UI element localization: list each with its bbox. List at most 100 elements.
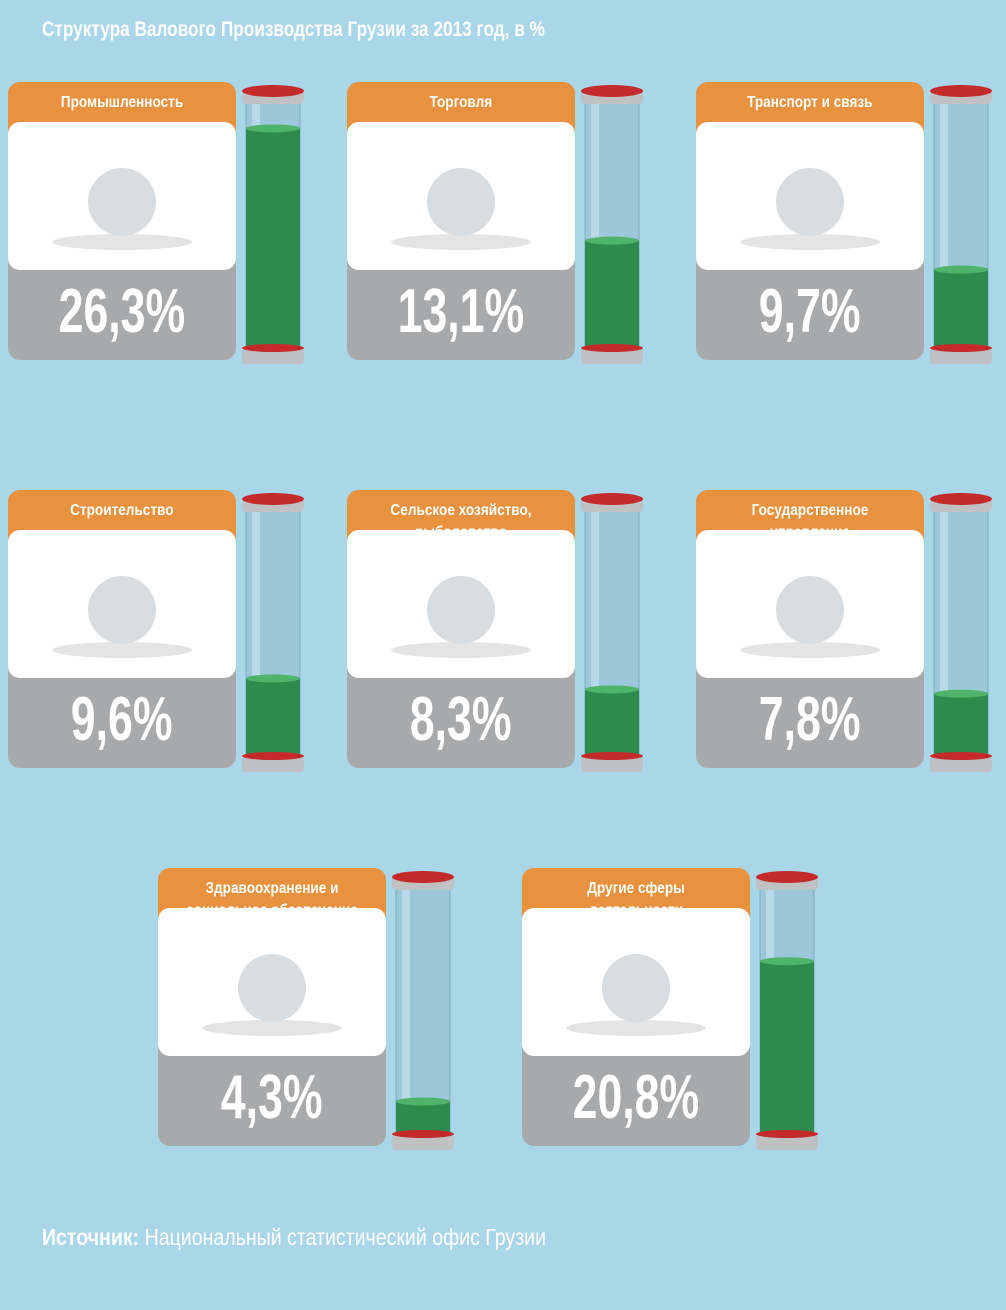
card: Промышленность 26,3% [8, 82, 236, 360]
tube-cap-bottom-red [581, 752, 643, 760]
source-label: Источник: [42, 1224, 140, 1250]
tube-cap-bottom-red [756, 1130, 818, 1138]
icon [391, 576, 531, 658]
card-image [8, 122, 236, 270]
tube-shine [402, 886, 410, 1138]
tube [581, 85, 643, 364]
tube-cap-top-red [581, 493, 643, 505]
tube-fill [585, 240, 639, 352]
tube-fill-top [246, 674, 300, 683]
icon-shadow [52, 642, 192, 658]
tube-cap-top-red [392, 871, 454, 883]
icon-shadow [740, 642, 880, 658]
tube-cap-bottom-red [242, 752, 304, 760]
value-label-box: 7,8% [696, 682, 924, 758]
tube [756, 871, 818, 1150]
source-text: Национальный статистический офис Грузии [144, 1224, 546, 1250]
icon-shadow [202, 1020, 342, 1036]
value-label-box: 26,3% [8, 274, 236, 350]
card-image [696, 122, 924, 270]
value-label-box: 4,3% [158, 1060, 386, 1136]
value-label-box: 9,6% [8, 682, 236, 758]
tube-cap-bottom [930, 756, 992, 772]
card-image [696, 530, 924, 678]
tube-cap-bottom [581, 756, 643, 772]
tube-cap-top-red [581, 85, 643, 97]
icon-shape [776, 168, 844, 236]
tube-fill [760, 961, 814, 1138]
value-label: 26,3% [58, 277, 186, 346]
card-image [522, 908, 750, 1056]
icon-shape [427, 168, 495, 236]
card-image [158, 908, 386, 1056]
category-label: Торговля [429, 94, 493, 111]
tube-cap-bottom-red [392, 1130, 454, 1138]
icon [740, 576, 880, 658]
icon [566, 954, 706, 1036]
icon-shape [238, 954, 306, 1022]
tube-cap-bottom-red [930, 344, 992, 352]
tube-fill [934, 693, 988, 760]
icon [740, 168, 880, 250]
tube-fill-top [760, 957, 814, 966]
tube-cap-bottom [392, 1134, 454, 1150]
tube-shine [940, 100, 948, 352]
tube-shine [252, 508, 260, 760]
tube-cap-bottom [242, 756, 304, 772]
icon-shadow [566, 1020, 706, 1036]
tube-fill [246, 128, 300, 352]
title: Структура Валового Производства Грузии з… [42, 18, 545, 41]
value-label-box: 13,1% [347, 274, 575, 350]
tube-fill-top [934, 689, 988, 698]
value-label-box: 20,8% [522, 1060, 750, 1136]
card: Здравоохранение и социальное обеспечение… [158, 868, 386, 1146]
category-label: Промышленность [60, 94, 184, 111]
card-image [347, 122, 575, 270]
value-label-box: 9,7% [696, 274, 924, 350]
icon-shape [776, 576, 844, 644]
tube [392, 871, 454, 1150]
icon [52, 576, 192, 658]
card-image [347, 530, 575, 678]
tube-cap-top-red [756, 871, 818, 883]
tube [930, 493, 992, 772]
value-label: 8,3% [410, 685, 512, 754]
tube-cap-top-red [930, 493, 992, 505]
tube-cap-top-red [242, 493, 304, 505]
icon-shadow [391, 234, 531, 250]
tube-fill [934, 269, 988, 352]
card-image [8, 530, 236, 678]
tube [581, 493, 643, 772]
icon-shadow [740, 234, 880, 250]
category-label: Транспорт и связь [747, 94, 873, 111]
tube-shine [591, 508, 599, 760]
card: Строительство 9,6% [8, 490, 236, 768]
tube-fill-top [396, 1097, 450, 1106]
tube-fill-top [934, 265, 988, 274]
tube-cap-bottom [930, 348, 992, 364]
category-label: Строительство [70, 502, 174, 519]
tube [242, 493, 304, 772]
value-label: 4,3% [221, 1063, 323, 1132]
tube-cap-bottom-red [581, 344, 643, 352]
icon-shape [602, 954, 670, 1022]
icon [52, 168, 192, 250]
tube-fill-top [246, 124, 300, 133]
tube-cap-bottom [581, 348, 643, 364]
card: Государственное управление7,8% [696, 490, 924, 768]
tube-fill-top [585, 236, 639, 245]
card: Другие сферы деятельности20,8% [522, 868, 750, 1146]
icon-shape [88, 168, 156, 236]
tube [930, 85, 992, 364]
source: Источник: Национальный статистический оф… [42, 1224, 546, 1251]
value-label: 9,7% [759, 277, 861, 346]
icon [202, 954, 342, 1036]
value-label: 13,1% [397, 277, 525, 346]
tube-fill [585, 689, 639, 760]
icon-shape [88, 576, 156, 644]
value-label: 20,8% [572, 1063, 700, 1132]
value-label: 9,6% [71, 685, 173, 754]
icon-shadow [391, 642, 531, 658]
icon-shadow [52, 234, 192, 250]
